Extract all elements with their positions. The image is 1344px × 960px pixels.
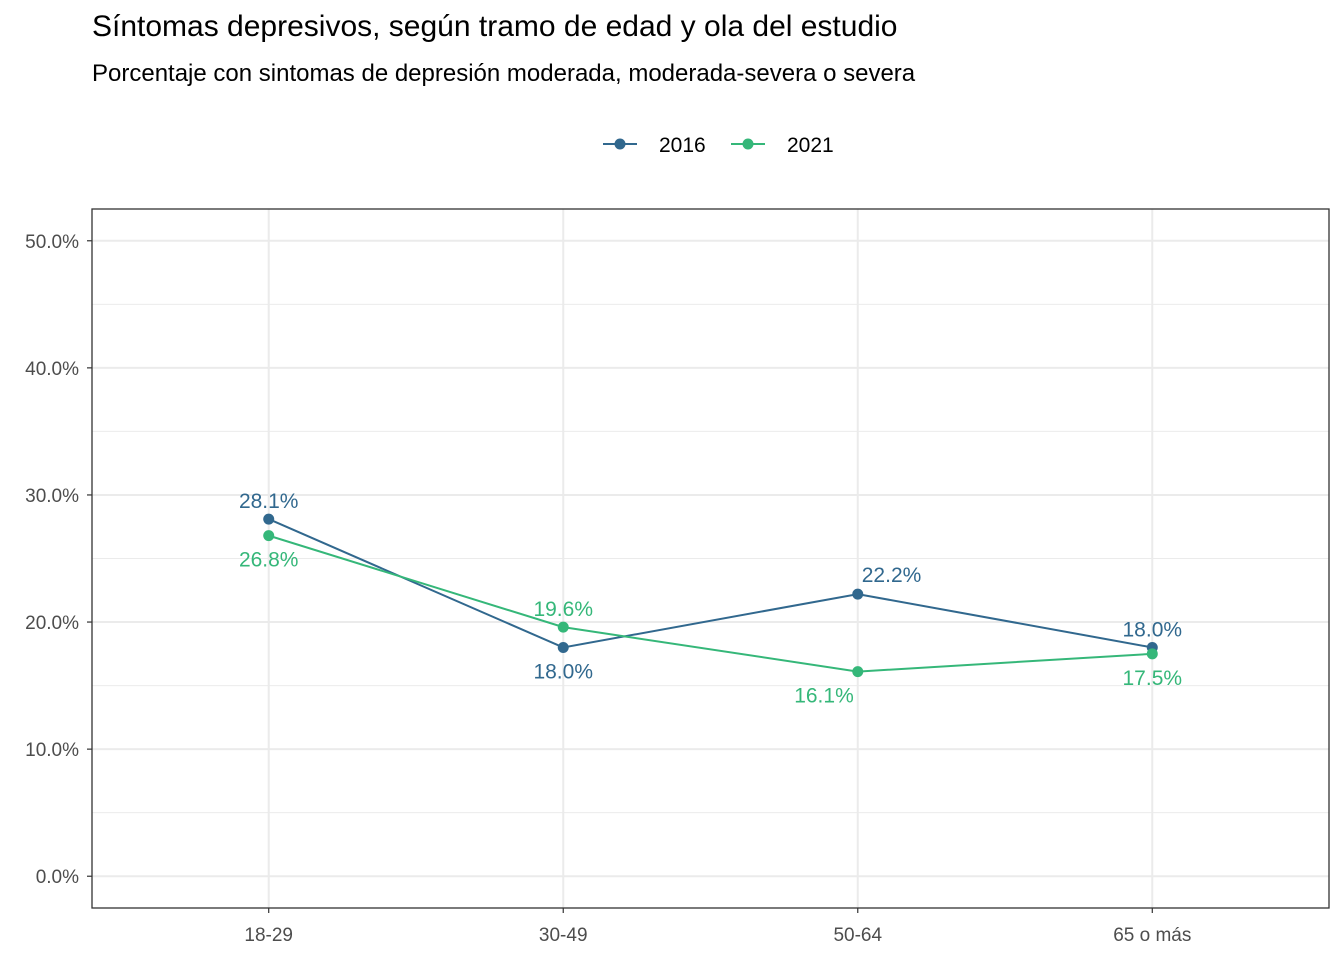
data-point-2021 — [852, 666, 864, 678]
data-label-2021: 19.6% — [533, 598, 593, 621]
data-point-2016 — [557, 641, 569, 653]
legend-key-point — [614, 138, 626, 150]
y-tick-label: 50.0% — [25, 232, 79, 253]
data-point-2021 — [263, 530, 275, 542]
data-label-2021: 17.5% — [1123, 667, 1183, 690]
x-tick-label: 30-49 — [539, 925, 588, 946]
data-label-2021: 26.8% — [239, 549, 299, 572]
legend-key-point — [742, 138, 754, 150]
series-line-2016 — [268, 518, 1153, 649]
data-label-2016: 22.2% — [862, 564, 922, 587]
y-tick-label: 10.0% — [25, 740, 79, 761]
series-line-2021 — [268, 534, 1153, 673]
chart-title: Síntomas depresivos, según tramo de edad… — [92, 10, 898, 43]
x-tick-label: 65 o más — [1113, 925, 1191, 946]
data-point-2016 — [263, 513, 275, 525]
data-point-2016 — [852, 588, 864, 600]
data-label-2016: 18.0% — [1123, 618, 1183, 641]
data-label-2021: 16.1% — [794, 685, 854, 708]
chart-subtitle: Porcentaje con sintomas de depresión mod… — [92, 60, 916, 87]
y-tick-label: 0.0% — [36, 867, 79, 888]
panel-border — [91, 208, 1330, 909]
legend-label: 2016 — [659, 134, 706, 157]
data-point-2021 — [557, 621, 569, 633]
y-tick-label: 40.0% — [25, 359, 79, 380]
x-tick-label: 50-64 — [833, 925, 882, 946]
data-label-2016: 28.1% — [239, 490, 299, 513]
y-tick-label: 20.0% — [25, 613, 79, 634]
data-point-2021 — [1146, 648, 1158, 660]
data-label-2016: 18.0% — [533, 660, 593, 683]
legend-label: 2021 — [787, 134, 834, 157]
y-tick-label: 30.0% — [25, 486, 79, 507]
x-tick-label: 18-29 — [244, 925, 293, 946]
